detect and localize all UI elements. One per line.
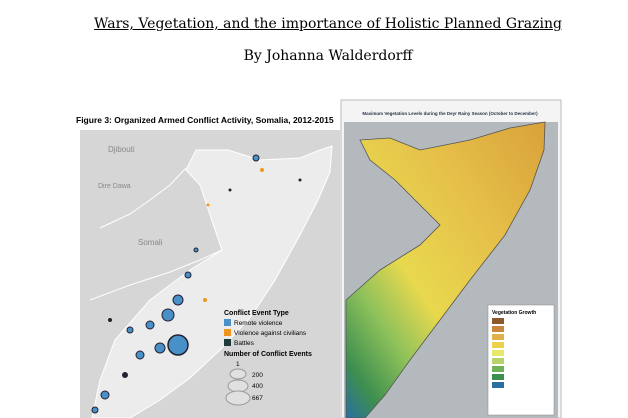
legend-title: Number of Conflict Events xyxy=(224,351,312,358)
legend-label: Battles xyxy=(234,340,255,347)
legend-swatch xyxy=(224,329,231,336)
legend-label: 1 xyxy=(236,361,240,368)
legend-label: 200 xyxy=(252,372,263,379)
legend-size xyxy=(227,379,249,393)
legend-label: 400 xyxy=(252,383,263,390)
figure-title: Maximum Vegetation Levels during the Dey… xyxy=(362,111,538,116)
legend-title: Vegetation Growth xyxy=(492,310,536,316)
legend-title: Conflict Event Type xyxy=(224,310,289,317)
legend-swatch xyxy=(224,339,231,346)
place-label: Dire Dawa xyxy=(98,183,131,190)
figure-title: Figure 3: Organized Armed Conflict Activ… xyxy=(76,115,334,125)
place-label: Somali xyxy=(138,238,163,247)
legend-swatches xyxy=(492,318,504,388)
legend-size xyxy=(225,390,251,406)
border xyxy=(99,167,187,229)
border xyxy=(89,249,223,301)
vegetation-map xyxy=(345,121,546,418)
legend-size xyxy=(229,368,247,380)
author: By Johanna Walderdorff xyxy=(243,48,413,64)
legend-swatch xyxy=(224,319,231,326)
place-label: Djibouti xyxy=(108,145,135,154)
conflict-dots xyxy=(91,154,302,414)
legend-label: 667 xyxy=(252,395,263,402)
document-title: Wars, Vegetation, and the importance of … xyxy=(94,16,562,32)
legend-label: Remote violence xyxy=(234,320,283,327)
legend-label: Violence against civilians xyxy=(234,330,307,337)
